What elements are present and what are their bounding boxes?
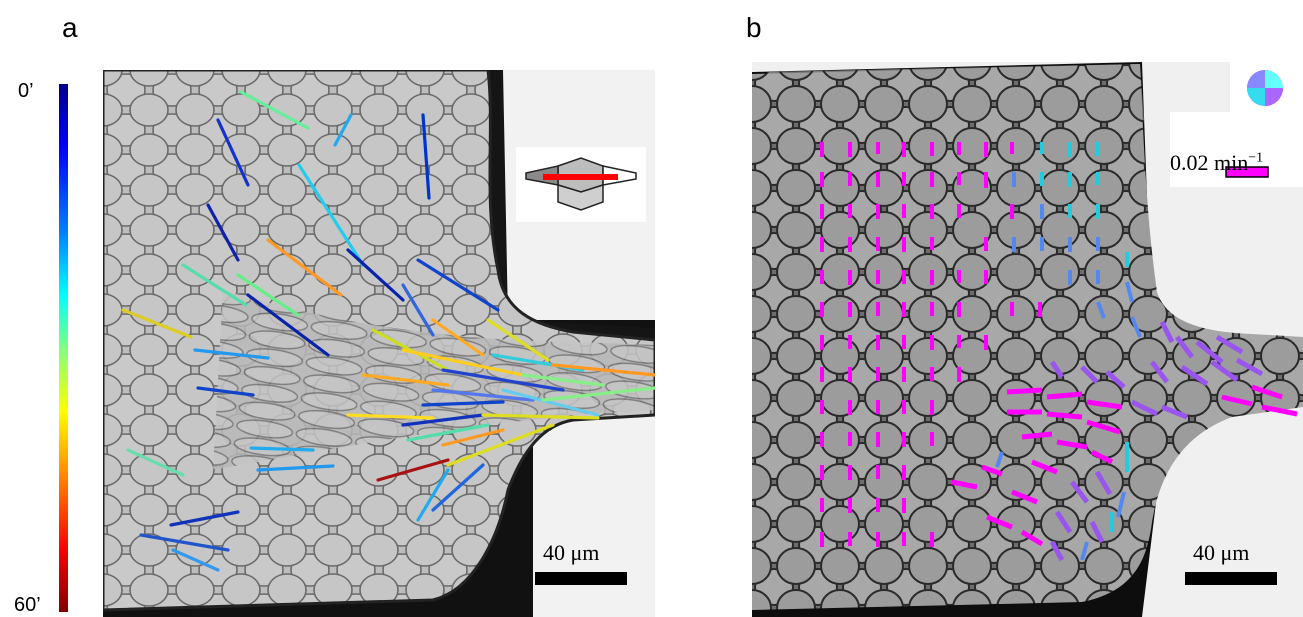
panel-a-scalebar: [535, 572, 627, 585]
elongated-cell-axis-icon: [525, 157, 637, 211]
time-colorbar: [59, 84, 68, 612]
colorbar-bottom-label: 60’: [14, 594, 41, 616]
panel-b-image: [752, 62, 1303, 617]
rate-legend-bar: [1225, 166, 1269, 178]
color-wheel-icon: [1247, 70, 1283, 106]
rate-value: 0.02: [1170, 150, 1209, 175]
panel-a-letter: a: [62, 12, 78, 43]
rate-unit: min: [1214, 150, 1249, 175]
panel-b-scalebar-label: 40 μm: [1193, 540, 1250, 565]
panel-b-letter: b: [746, 12, 762, 43]
panel-a-image: [103, 70, 655, 617]
rate-legend-label: 0.02 min−1: [1170, 150, 1263, 176]
colorbar-top-label: 0’: [18, 80, 34, 102]
orientation-glyph-field: [820, 142, 1298, 562]
panel-a-scalebar-label: 40 μm: [543, 540, 600, 565]
rate-exponent: −1: [1248, 150, 1264, 166]
panel-b-scalebar: [1185, 572, 1277, 585]
